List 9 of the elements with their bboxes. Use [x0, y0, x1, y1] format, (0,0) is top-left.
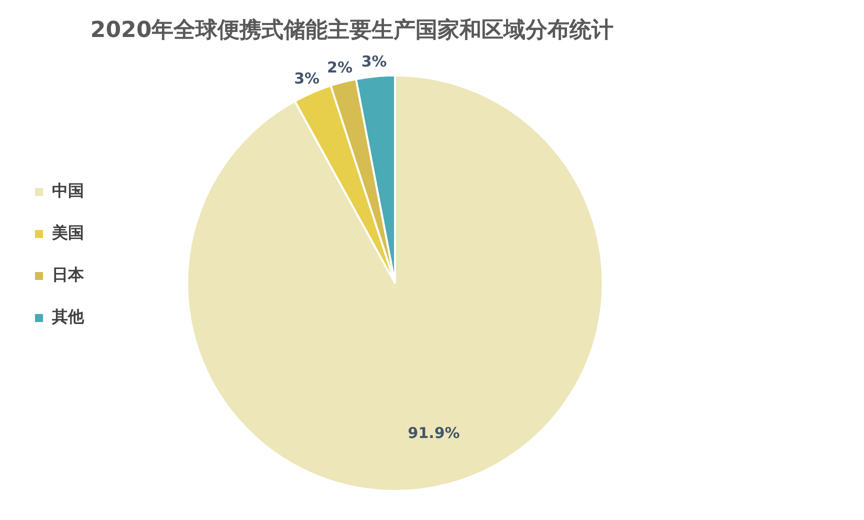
legend-label: 美国	[51, 223, 84, 242]
chart-title: 2020年全球便携式储能主要生产国家和区域分布统计	[90, 16, 614, 43]
data-label: 3%	[294, 70, 320, 88]
data-label: 2%	[327, 58, 353, 76]
data-label: 3%	[361, 52, 387, 70]
data-label: 91.9%	[408, 424, 460, 442]
legend-label: 中国	[52, 181, 84, 200]
legend-label: 日本	[52, 265, 85, 284]
legend-label: 其他	[51, 307, 85, 326]
